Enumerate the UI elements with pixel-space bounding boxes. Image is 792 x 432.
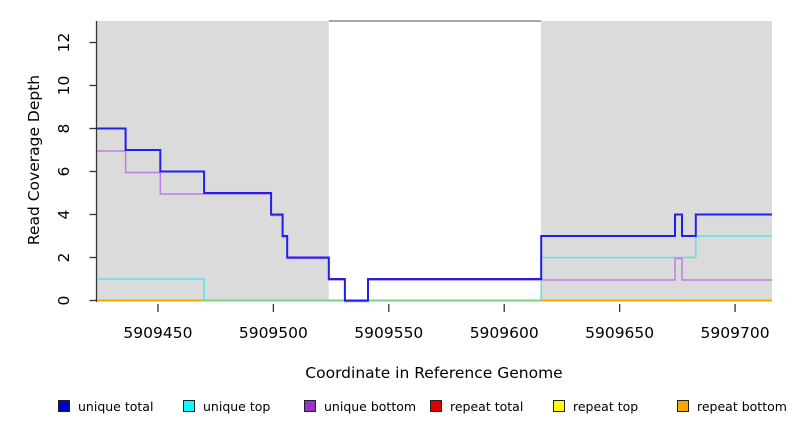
legend-swatch-repeat-total	[430, 400, 442, 412]
y-tick-label: 10	[55, 76, 73, 96]
x-tick-label: 5909500	[239, 324, 308, 342]
y-tick-label: 6	[55, 167, 73, 177]
y-tick-label: 0	[55, 296, 73, 306]
legend-item-unique-top: unique top	[183, 398, 270, 414]
legend-label: unique total	[78, 398, 154, 414]
x-tick-label: 5909550	[354, 324, 423, 342]
legend-swatch-repeat-top	[553, 400, 565, 412]
legend-label: unique bottom	[324, 398, 417, 414]
y-tick-label: 8	[55, 124, 73, 134]
legend-label: unique top	[203, 398, 271, 414]
series-line-unique-total	[97, 127, 772, 302]
masked-region	[541, 21, 772, 301]
legend-label: repeat total	[450, 398, 524, 414]
legend-swatch-repeat-bottom	[677, 400, 689, 412]
legend: unique total unique top unique bottom re…	[0, 398, 792, 416]
legend-item-unique-bottom: unique bottom	[304, 398, 416, 414]
plot-canvas: 0 2 4 6 8 10 12 5909450 5909500 5909550 5909600 590…	[55, 20, 772, 342]
legend-item-repeat-bottom: repeat bottom	[677, 398, 787, 414]
x-tick-label: 5909650	[585, 324, 654, 342]
y-tick-label: 2	[55, 253, 73, 263]
legend-swatch-unique-top	[183, 400, 195, 412]
legend-swatch-unique-total	[58, 400, 70, 412]
x-tick-label: 5909450	[123, 324, 192, 342]
x-tick-label: 5909700	[701, 324, 770, 342]
legend-swatch-unique-bottom	[304, 400, 316, 412]
masked-region	[97, 21, 329, 301]
x-tick-label: 5909600	[470, 324, 539, 342]
legend-item-unique-total: unique total	[58, 398, 153, 414]
y-tick-label: 4	[55, 210, 73, 220]
legend-item-repeat-top: repeat top	[553, 398, 638, 414]
y-axis-title: Read Coverage Depth	[25, 74, 43, 246]
x-axis-title: Coordinate in Reference Genome	[305, 364, 563, 382]
legend-label: repeat bottom	[697, 398, 787, 414]
legend-label: repeat top	[573, 398, 639, 414]
legend-item-repeat-total: repeat total	[430, 398, 523, 414]
y-tick-label: 12	[55, 33, 73, 53]
